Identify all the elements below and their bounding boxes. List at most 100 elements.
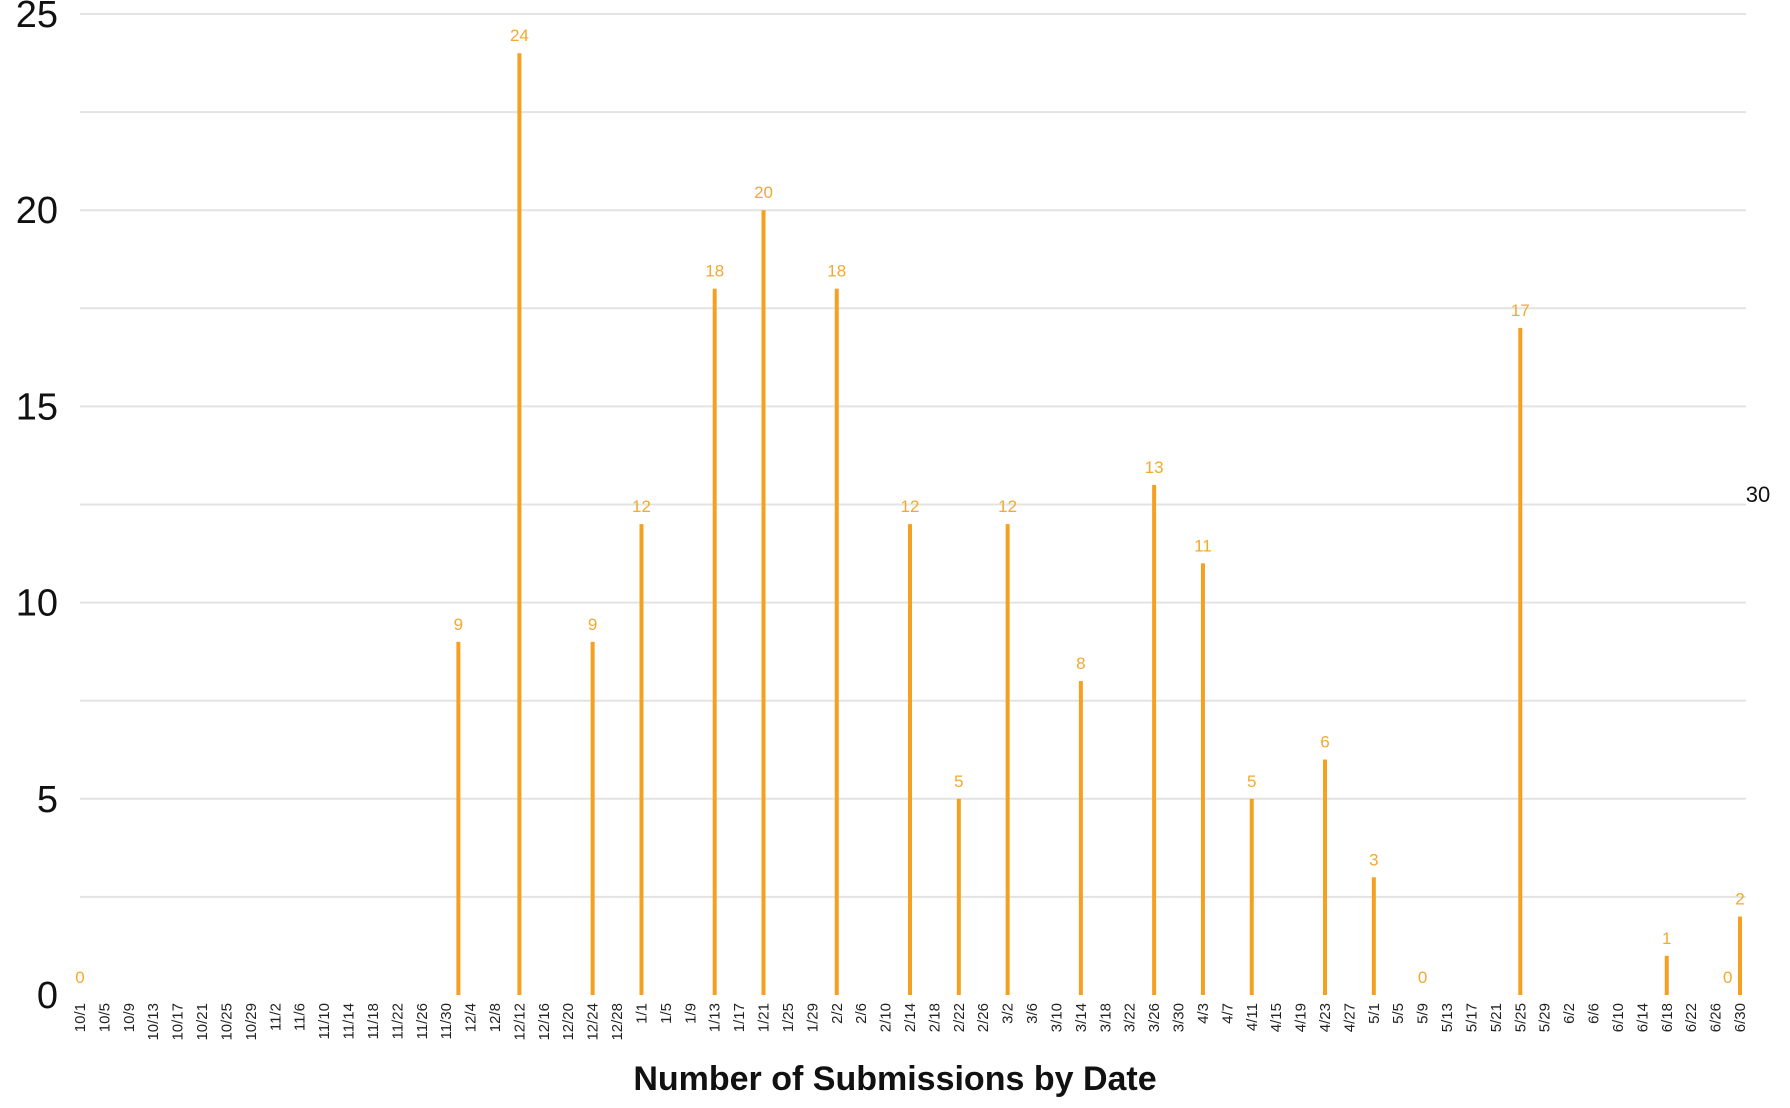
x-tick-label: 1/17 xyxy=(731,1003,748,1032)
x-tick-label: 10/1 xyxy=(72,1003,89,1032)
x-tick-label: 5/9 xyxy=(1415,1003,1432,1024)
x-tick-label: 4/23 xyxy=(1317,1003,1334,1032)
x-tick-label: 5/25 xyxy=(1512,1003,1529,1032)
bar xyxy=(712,288,717,995)
data-label: 12 xyxy=(901,497,920,516)
stray-annotation: 30 xyxy=(1746,482,1770,507)
bar xyxy=(761,210,766,995)
data-label: 0 xyxy=(1723,968,1732,987)
x-tick-label: 6/2 xyxy=(1561,1003,1578,1024)
x-tick-label: 10/25 xyxy=(218,1003,235,1041)
data-label: 24 xyxy=(510,26,529,45)
bar xyxy=(1249,798,1254,995)
data-label: 8 xyxy=(1076,654,1085,673)
x-axis-ticks: 10/1 10/5 10/9 10/13 10/17 10/21 10/25 10/29 11/… xyxy=(72,1003,1749,1041)
bar xyxy=(1371,877,1376,995)
bar xyxy=(517,53,522,996)
y-tick-label: 25 xyxy=(16,0,58,36)
x-tick-label: 10/13 xyxy=(145,1003,162,1041)
x-tick-label: 3/10 xyxy=(1048,1003,1065,1032)
x-tick-label: 1/13 xyxy=(707,1003,724,1032)
x-tick-label: 4/3 xyxy=(1195,1003,1212,1024)
bar xyxy=(1078,681,1083,995)
x-tick-label: 4/15 xyxy=(1268,1003,1285,1032)
x-tick-label: 4/19 xyxy=(1293,1003,1310,1032)
x-tick-label: 12/12 xyxy=(511,1003,528,1041)
x-tick-label: 11/30 xyxy=(438,1003,455,1039)
bar xyxy=(1664,955,1669,995)
x-tick-label: 6/6 xyxy=(1586,1003,1603,1024)
x-tick-label: 6/30 xyxy=(1732,1003,1749,1032)
x-tick-label: 12/20 xyxy=(560,1003,577,1041)
data-label: 12 xyxy=(998,497,1017,516)
bar xyxy=(956,798,961,995)
bar xyxy=(1738,916,1742,995)
y-tick-label: 5 xyxy=(37,779,58,821)
x-tick-label: 2/10 xyxy=(878,1003,895,1032)
bar xyxy=(908,524,912,995)
x-tick-label: 3/30 xyxy=(1171,1003,1188,1032)
data-label: 1 xyxy=(1662,929,1671,948)
x-tick-label: 5/13 xyxy=(1439,1003,1456,1032)
x-tick-label: 2/2 xyxy=(829,1003,846,1024)
x-tick-label: 6/14 xyxy=(1634,1003,1651,1032)
grid xyxy=(80,13,1746,898)
data-label: 12 xyxy=(632,497,651,516)
x-tick-label: 11/18 xyxy=(365,1003,382,1039)
bar xyxy=(1323,759,1327,995)
data-label: 5 xyxy=(1247,772,1256,791)
data-label: 13 xyxy=(1145,458,1164,477)
data-label: 11 xyxy=(1194,536,1212,555)
x-tick-label: 12/16 xyxy=(536,1003,553,1041)
bars xyxy=(456,53,1742,996)
x-tick-label: 5/21 xyxy=(1488,1003,1505,1032)
x-tick-label: 12/4 xyxy=(463,1003,480,1032)
data-label: 18 xyxy=(827,262,846,281)
x-tick-label: 10/17 xyxy=(170,1003,187,1041)
x-tick-label: 1/1 xyxy=(633,1003,650,1024)
x-tick-label: 11/26 xyxy=(414,1003,431,1039)
x-tick-label: 6/26 xyxy=(1708,1003,1725,1032)
x-tick-label: 3/2 xyxy=(1000,1003,1017,1024)
x-tick-label: 4/7 xyxy=(1219,1003,1236,1024)
x-tick-label: 12/24 xyxy=(585,1003,602,1041)
data-label: 20 xyxy=(754,183,773,202)
x-tick-label: 3/22 xyxy=(1122,1003,1139,1032)
y-tick-label: 10 xyxy=(16,583,58,625)
bar xyxy=(590,641,595,995)
data-label: 5 xyxy=(954,772,963,791)
bar xyxy=(1518,327,1523,995)
x-tick-label: 2/18 xyxy=(926,1003,943,1032)
x-tick-label: 10/5 xyxy=(96,1003,113,1032)
x-tick-label: 2/6 xyxy=(853,1003,870,1024)
x-tick-label: 6/18 xyxy=(1659,1003,1676,1032)
data-label: 0 xyxy=(1418,968,1427,987)
x-tick-label: 12/8 xyxy=(487,1003,504,1032)
y-tick-label: 15 xyxy=(16,386,58,428)
x-axis-title: Number of Submissions by Date xyxy=(633,1060,1156,1098)
bar xyxy=(456,641,461,995)
y-tick-label: 20 xyxy=(16,190,58,232)
x-tick-label: 11/6 xyxy=(292,1003,309,1031)
data-label: 0 xyxy=(75,968,84,987)
x-tick-label: 2/26 xyxy=(975,1003,992,1032)
x-tick-label: 3/14 xyxy=(1073,1003,1090,1032)
bar xyxy=(834,288,839,995)
data-label: 18 xyxy=(705,262,724,281)
x-tick-label: 11/10 xyxy=(316,1003,333,1039)
x-tick-label: 5/17 xyxy=(1463,1003,1480,1032)
data-label: 6 xyxy=(1320,733,1329,752)
x-tick-label: 4/27 xyxy=(1341,1003,1358,1032)
bar xyxy=(1200,563,1205,995)
x-tick-label: 4/11 xyxy=(1244,1003,1261,1031)
data-label: 9 xyxy=(588,615,597,634)
x-tick-label: 6/10 xyxy=(1610,1003,1627,1032)
x-tick-label: 1/9 xyxy=(682,1003,699,1024)
data-label: 3 xyxy=(1369,850,1378,869)
data-label: 17 xyxy=(1511,301,1530,320)
x-tick-label: 3/6 xyxy=(1024,1003,1041,1024)
data-label: 9 xyxy=(454,615,463,634)
x-tick-label: 1/25 xyxy=(780,1003,797,1032)
y-tick-label: 0 xyxy=(37,975,58,1017)
